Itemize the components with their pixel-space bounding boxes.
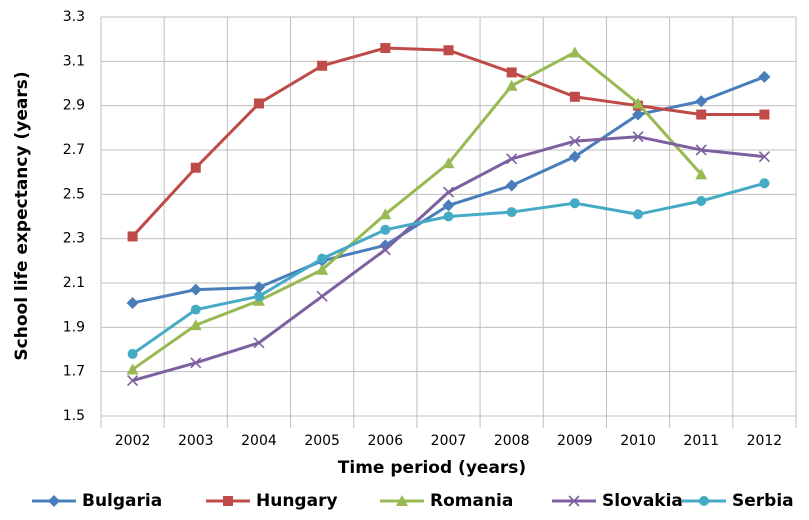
data-point bbox=[759, 178, 770, 189]
data-point bbox=[696, 109, 707, 120]
y-tick-label: 2.3 bbox=[63, 231, 85, 247]
data-point bbox=[189, 319, 202, 331]
data-point bbox=[379, 208, 392, 220]
legend-marker bbox=[396, 495, 408, 506]
x-tick-label: 2003 bbox=[178, 433, 214, 449]
data-point bbox=[253, 291, 264, 302]
data-point bbox=[695, 168, 708, 180]
legend-marker bbox=[223, 496, 233, 506]
data-point bbox=[633, 209, 644, 220]
data-point bbox=[127, 348, 138, 359]
legend-marker bbox=[48, 495, 60, 507]
data-point bbox=[317, 60, 328, 71]
data-point bbox=[442, 157, 455, 169]
data-point bbox=[127, 231, 138, 242]
x-tick-label: 2010 bbox=[620, 433, 656, 449]
data-point bbox=[317, 253, 328, 264]
data-point bbox=[632, 131, 644, 143]
legend-text: Romania bbox=[430, 491, 513, 511]
data-point bbox=[190, 357, 202, 369]
data-point bbox=[442, 199, 455, 212]
data-point bbox=[632, 97, 645, 109]
x-tick-label: 2009 bbox=[557, 433, 593, 449]
data-point bbox=[506, 67, 517, 78]
data-point bbox=[505, 179, 518, 192]
data-point bbox=[380, 224, 391, 235]
data-point bbox=[442, 186, 455, 198]
data-point bbox=[316, 290, 328, 302]
x-tick-label: 2011 bbox=[683, 433, 719, 449]
y-tick-label: 2.9 bbox=[63, 98, 85, 114]
data-point bbox=[316, 263, 329, 275]
x-tick-label: 2005 bbox=[304, 433, 340, 449]
x-tick-label: 2006 bbox=[367, 433, 403, 449]
data-point bbox=[569, 91, 580, 102]
y-tick-label: 1.5 bbox=[63, 408, 85, 424]
x-axis-title: Time period (years) bbox=[338, 458, 526, 478]
legend-marker bbox=[699, 496, 709, 506]
data-point bbox=[758, 70, 771, 83]
x-tick-label: 2004 bbox=[241, 433, 277, 449]
data-point bbox=[380, 43, 391, 54]
data-point bbox=[695, 144, 707, 156]
legend-marker bbox=[568, 495, 580, 507]
data-point bbox=[759, 109, 770, 120]
y-tick-label: 2.1 bbox=[63, 275, 85, 291]
data-point bbox=[505, 79, 518, 91]
data-point bbox=[443, 211, 454, 222]
data-point bbox=[190, 162, 201, 173]
data-point bbox=[569, 135, 581, 147]
y-tick-label: 3.1 bbox=[63, 53, 85, 69]
legend-text: Bulgaria bbox=[82, 491, 162, 511]
data-point bbox=[506, 207, 517, 218]
data-point bbox=[253, 98, 264, 109]
data-point bbox=[569, 198, 580, 209]
legend-text: Slovakia bbox=[602, 491, 683, 511]
data-point bbox=[632, 108, 645, 121]
data-point bbox=[127, 374, 139, 387]
data-point bbox=[696, 195, 707, 206]
series-line bbox=[131, 50, 703, 371]
x-tick-label: 2002 bbox=[115, 433, 151, 449]
x-tick-label: 2008 bbox=[494, 433, 530, 449]
data-point bbox=[190, 304, 201, 315]
data-point bbox=[568, 46, 581, 58]
data-point bbox=[443, 45, 454, 56]
legend-text: Serbia bbox=[732, 491, 794, 511]
data-point bbox=[126, 296, 139, 309]
x-tick-label: 2012 bbox=[747, 433, 783, 449]
data-point bbox=[695, 95, 708, 108]
data-point bbox=[252, 281, 265, 294]
data-point bbox=[379, 244, 391, 256]
data-point bbox=[506, 153, 518, 165]
data-point bbox=[253, 337, 265, 349]
data-point bbox=[126, 363, 139, 375]
y-tick-label: 3.3 bbox=[63, 9, 85, 25]
data-point bbox=[568, 150, 581, 163]
y-tick-label: 1.7 bbox=[63, 364, 85, 380]
x-tick-label: 2007 bbox=[431, 433, 467, 449]
legend-text: Hungary bbox=[256, 491, 338, 511]
y-axis-title: School life expectancy (years) bbox=[12, 71, 32, 360]
data-point bbox=[189, 283, 202, 296]
data-point bbox=[758, 151, 770, 163]
y-tick-label: 2.7 bbox=[63, 142, 85, 158]
y-tick-label: 1.9 bbox=[63, 319, 85, 335]
y-tick-label: 2.5 bbox=[63, 186, 85, 202]
